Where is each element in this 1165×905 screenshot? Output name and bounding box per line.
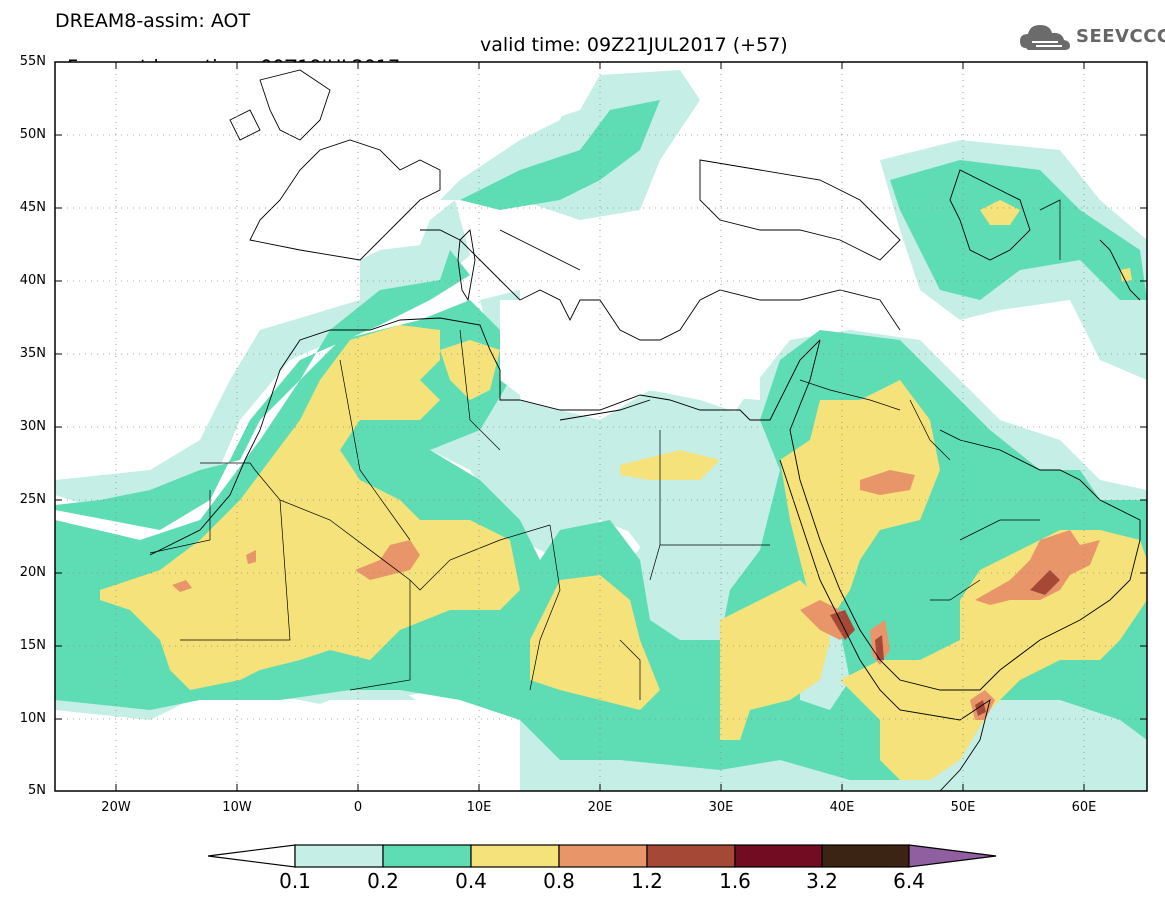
lon-label-10e: 10E bbox=[466, 800, 492, 815]
lon-label-20e: 20E bbox=[587, 800, 613, 815]
colorbar-label-0.1: 0.1 bbox=[279, 869, 311, 893]
lat-label-15n: 15N bbox=[19, 638, 46, 653]
colorbar-label-0.8: 0.8 bbox=[543, 869, 575, 893]
colorbar-label-3.2: 3.2 bbox=[806, 869, 838, 893]
title-line-1: DREAM8-assim: AOT bbox=[55, 10, 251, 32]
lat-label-55n: 55N bbox=[19, 54, 46, 69]
lon-label-10w: 10W bbox=[222, 800, 252, 815]
colorbar-label-1.2: 1.2 bbox=[631, 869, 663, 893]
aot-contours bbox=[55, 62, 1147, 791]
aot-level-0.4 bbox=[100, 200, 1147, 780]
colorbar-label-0.2: 0.2 bbox=[367, 869, 399, 893]
lon-label-20w: 20W bbox=[101, 800, 131, 815]
lat-label-50n: 50N bbox=[19, 127, 46, 142]
grid-lines bbox=[55, 62, 1147, 791]
lat-label-10n: 10N bbox=[19, 711, 46, 726]
lat-label-45n: 45N bbox=[19, 200, 46, 215]
cloud-icon bbox=[1020, 25, 1070, 50]
axis-ticks bbox=[55, 61, 1147, 792]
colorbar-label-6.4: 6.4 bbox=[893, 869, 925, 893]
lon-label-50e: 50E bbox=[950, 800, 976, 815]
coastlines bbox=[149, 69, 1141, 791]
lat-label-40n: 40N bbox=[19, 273, 46, 288]
lat-label-35n: 35N bbox=[19, 346, 46, 361]
lat-label-20n: 20N bbox=[19, 565, 46, 580]
valid-time-label: valid time: 09Z21JUL2017 (+57) bbox=[480, 34, 788, 56]
country-borders bbox=[149, 199, 1061, 700]
lat-label-5n: 5N bbox=[28, 783, 46, 798]
colorbar-label-1.6: 1.6 bbox=[719, 869, 751, 893]
lon-label-40e: 40E bbox=[829, 800, 855, 815]
lon-label-30e: 30E bbox=[708, 800, 734, 815]
aot-clear-areas bbox=[55, 62, 1147, 791]
lat-label-30n: 30N bbox=[19, 419, 46, 434]
logo-text: SEEVCCC bbox=[1076, 26, 1165, 47]
colorbar-label-0.4: 0.4 bbox=[455, 869, 487, 893]
lat-label-25n: 25N bbox=[19, 492, 46, 507]
seevccc-logo: SEEVCCC bbox=[1018, 20, 1165, 56]
lon-label-0: 0 bbox=[353, 800, 363, 815]
lon-label-60e: 60E bbox=[1071, 800, 1097, 815]
